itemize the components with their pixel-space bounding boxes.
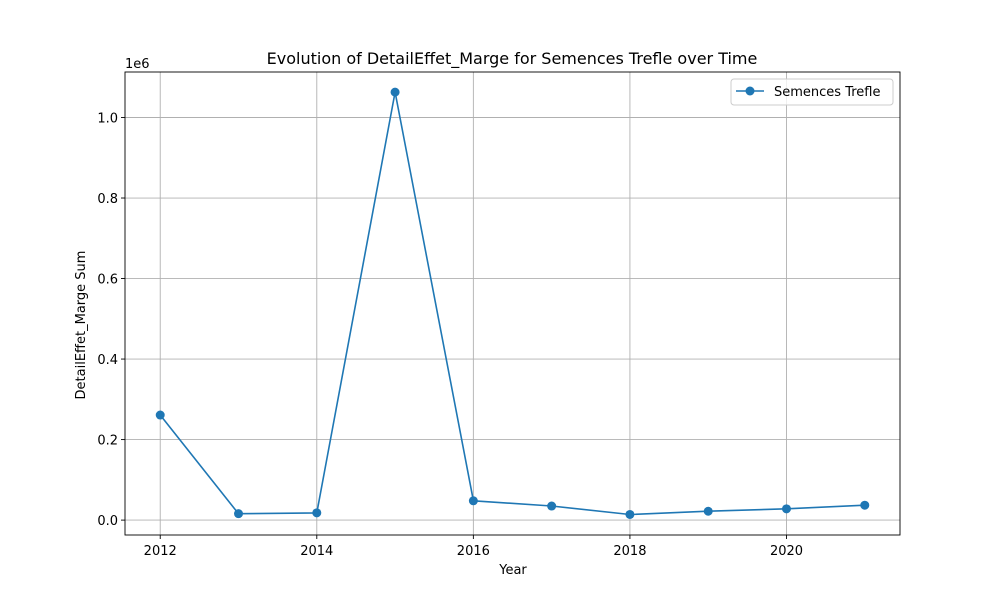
data-point	[547, 501, 557, 511]
data-point	[860, 500, 870, 510]
axis-ticks: 2012 2014 2016 2018 2020 0.0 0.2 0.4 0.6 0.8 1.0	[97, 111, 803, 559]
plot-frame	[124, 71, 901, 536]
legend-box	[730, 78, 894, 106]
x-axis-label: Year	[498, 563, 527, 578]
y-tick-label: 0.0	[97, 514, 118, 529]
y-tick-label: 1.0	[97, 111, 118, 126]
legend: Semences Trefle	[730, 78, 894, 106]
data-point	[703, 506, 713, 516]
x-tick-label: 2012	[144, 544, 177, 559]
x-tick-label: 2014	[300, 544, 333, 559]
y-tick-label: 0.4	[97, 353, 118, 368]
y-tick-label: 0.6	[97, 273, 118, 288]
series-line	[159, 91, 865, 516]
series-layer	[155, 87, 870, 519]
data-point	[781, 504, 791, 514]
data-point	[234, 509, 244, 519]
chart-title: Evolution of DetailEffet_Marge for Semen…	[267, 49, 758, 69]
y-axis-label: DetailEffet_Marge Sum	[74, 251, 89, 400]
data-point	[468, 496, 478, 506]
data-point	[625, 509, 635, 519]
data-point	[390, 87, 400, 97]
y-tick-label: 0.8	[97, 192, 118, 207]
legend-point-marker	[745, 86, 755, 96]
legend-label: Semences Trefle	[774, 85, 880, 100]
data-point	[312, 508, 322, 518]
x-tick-label: 2020	[770, 544, 803, 559]
y-axis-offset-label: 1e6	[125, 57, 150, 72]
y-tick-label: 0.2	[97, 434, 118, 449]
x-tick-label: 2016	[457, 544, 490, 559]
x-tick-label: 2018	[613, 544, 646, 559]
grid	[125, 72, 900, 535]
data-point	[155, 410, 165, 420]
